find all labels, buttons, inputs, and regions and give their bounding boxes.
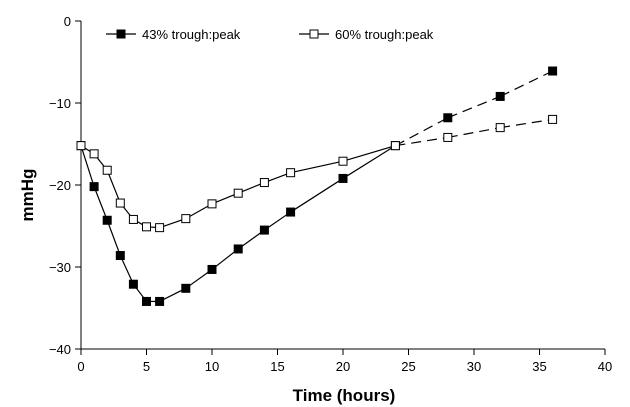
legend-item: 60% trough:peak [299, 27, 434, 42]
series-segment [342, 145, 396, 162]
data-point [548, 114, 558, 124]
legend-label: 60% trough:peak [335, 27, 434, 42]
data-point [286, 168, 296, 178]
x-axis-title: Time (hours) [293, 386, 396, 405]
series-segment [342, 145, 396, 179]
x-tick-label: 5 [143, 359, 150, 374]
series-2 [76, 114, 558, 233]
data-point [76, 141, 86, 151]
data-point [115, 251, 125, 261]
legend: 43% trough:peak 60% trough:peak [106, 27, 434, 42]
y-tick-label: −40 [49, 342, 71, 357]
legend-label: 43% trough:peak [142, 27, 241, 42]
series-segment-dashed [500, 118, 553, 129]
x-tick-label: 0 [77, 359, 84, 374]
x-tick-label: 35 [532, 359, 546, 374]
y-tick-label: 0 [64, 14, 71, 29]
data-point [155, 296, 165, 306]
legend-marker [116, 29, 126, 39]
data-point [338, 173, 348, 183]
x-tick-label: 15 [270, 359, 284, 374]
data-point [207, 199, 217, 209]
series-segment [290, 160, 344, 174]
data-point [233, 188, 243, 198]
data-point [443, 113, 453, 123]
series-segment [80, 145, 95, 187]
data-point [181, 214, 191, 224]
data-point [102, 215, 112, 225]
series-segment [119, 255, 134, 285]
series-segment [106, 170, 121, 204]
data-point [89, 149, 99, 159]
series-1 [76, 66, 558, 306]
data-point [286, 207, 296, 217]
data-point [495, 91, 505, 101]
legend-item: 43% trough:peak [106, 27, 241, 42]
series-segment [93, 186, 108, 221]
legend-marker [309, 29, 319, 39]
series-segment-dashed [499, 70, 553, 97]
y-axis-title: mmHg [18, 169, 37, 222]
series-layer [76, 66, 558, 306]
data-point [89, 182, 99, 192]
x-tick-label: 20 [336, 359, 350, 374]
x-axis-ticks: 0 5 10 15 20 25 30 35 40 [77, 349, 612, 374]
series-segment [290, 177, 344, 213]
x-tick-label: 40 [598, 359, 612, 374]
data-point [443, 132, 453, 142]
data-point [102, 165, 112, 175]
data-point [495, 123, 505, 133]
data-point [128, 214, 138, 224]
y-tick-label: −10 [49, 96, 71, 111]
data-point [548, 66, 558, 76]
data-point [259, 225, 269, 235]
series-segment-dashed [395, 117, 449, 147]
data-point [390, 141, 400, 151]
series-segment-dashed [395, 136, 448, 147]
y-tick-label: −20 [49, 178, 71, 193]
data-point [338, 156, 348, 166]
data-point [233, 244, 243, 254]
y-tick-label: −30 [49, 260, 71, 275]
series-segment [106, 220, 121, 256]
data-point [142, 296, 151, 306]
x-tick-label: 25 [401, 359, 415, 374]
data-point [128, 279, 138, 289]
series-segment-dashed [447, 95, 501, 119]
data-point [207, 264, 217, 274]
data-point [142, 222, 151, 232]
series-segment-dashed [447, 127, 501, 139]
data-point [155, 223, 165, 233]
y-axis-ticks: 0 −10 −20 −30 −40 [49, 14, 81, 357]
data-point [115, 198, 125, 208]
data-point [181, 283, 191, 293]
data-point [259, 178, 269, 188]
x-tick-label: 10 [205, 359, 219, 374]
x-tick-label: 30 [467, 359, 481, 374]
